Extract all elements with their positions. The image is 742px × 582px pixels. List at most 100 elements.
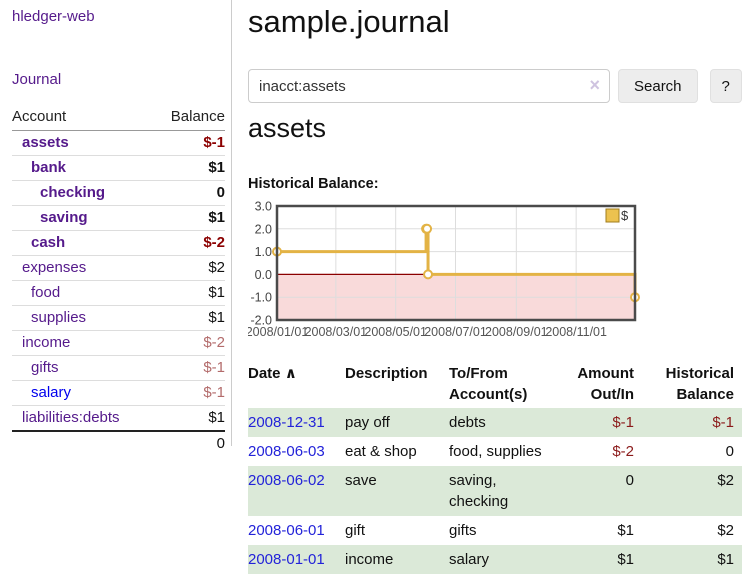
search-input[interactable] bbox=[248, 69, 610, 103]
account-row-checking: checking 0 bbox=[12, 180, 225, 206]
account-balance: $-1 bbox=[153, 380, 225, 406]
account-link-supplies[interactable]: supplies bbox=[31, 309, 87, 326]
transaction-date-link[interactable]: 2008-06-02 bbox=[248, 472, 325, 489]
transaction-description: eat & shop bbox=[345, 443, 417, 460]
account-link-assets[interactable]: assets bbox=[22, 134, 69, 151]
register-row: 2008-01-01 income salary $1 $1 bbox=[248, 545, 742, 574]
account-row-salary: salary $-1 bbox=[12, 380, 225, 406]
account-link-income[interactable]: income bbox=[22, 334, 71, 351]
register-col-amount: Amount Out/In bbox=[577, 365, 634, 403]
transaction-balance: $2 bbox=[717, 472, 734, 489]
account-row-saving: saving $1 bbox=[12, 205, 225, 231]
account-link-bank[interactable]: bank bbox=[31, 159, 67, 176]
account-balance: $-1 bbox=[153, 355, 225, 381]
account-balance: $-2 bbox=[153, 230, 225, 256]
account-balance: $1 bbox=[153, 405, 225, 431]
account-heading: assets bbox=[248, 113, 327, 143]
account-balance: 0 bbox=[153, 180, 225, 206]
svg-text:2008/09/01: 2008/09/01 bbox=[485, 325, 548, 339]
account-link-food[interactable]: food bbox=[31, 284, 61, 301]
search-bar: × Search ? bbox=[248, 69, 742, 103]
transaction-balance: $1 bbox=[717, 551, 734, 568]
transaction-accounts: gifts bbox=[449, 522, 477, 539]
svg-text:2008/03/01: 2008/03/01 bbox=[305, 325, 368, 339]
transaction-date-link[interactable]: 2008-06-01 bbox=[248, 522, 325, 539]
transaction-accounts: debts bbox=[449, 414, 486, 431]
account-balance: $1 bbox=[153, 280, 225, 306]
svg-text:1.0: 1.0 bbox=[255, 245, 272, 259]
search-input-wrap: × bbox=[248, 69, 610, 103]
transaction-date-link[interactable]: 2008-01-01 bbox=[248, 551, 325, 568]
transaction-amount: $1 bbox=[617, 522, 634, 539]
sidebar: hledger-web Journal Account Balance asse… bbox=[0, 0, 232, 456]
page-title: sample.journal bbox=[248, 4, 450, 39]
account-link-gifts[interactable]: gifts bbox=[31, 359, 59, 376]
transaction-balance: $2 bbox=[717, 522, 734, 539]
transaction-accounts: salary bbox=[449, 551, 490, 568]
svg-text:2008/07/01: 2008/07/01 bbox=[424, 325, 487, 339]
account-link-liabilities-debts[interactable]: liabilities:debts bbox=[22, 409, 120, 426]
transaction-balance: 0 bbox=[725, 443, 734, 460]
svg-text:3.0: 3.0 bbox=[255, 200, 272, 214]
account-link-salary[interactable]: salary bbox=[31, 384, 72, 401]
accounts-total-row: 0 bbox=[12, 430, 225, 456]
account-row-cash: cash $-2 bbox=[12, 230, 225, 256]
accounts-col-balance: Balance bbox=[153, 104, 225, 131]
transaction-description: gift bbox=[345, 522, 366, 539]
account-link-cash[interactable]: cash bbox=[31, 234, 66, 251]
svg-text:2008/05/01: 2008/05/01 bbox=[364, 325, 427, 339]
register-row: 2008-06-03 eat & shop food, supplies $-2… bbox=[248, 437, 742, 466]
transaction-description: income bbox=[345, 551, 394, 568]
svg-text:$: $ bbox=[621, 208, 629, 223]
account-link-checking[interactable]: checking bbox=[40, 184, 106, 201]
transaction-accounts: food, supplies bbox=[449, 443, 542, 460]
account-link-saving[interactable]: saving bbox=[40, 209, 88, 226]
account-row-liabilities-debts: liabilities:debts $1 bbox=[12, 405, 225, 431]
register-row: 2008-12-31 pay off debts $-1 $-1 bbox=[248, 408, 742, 437]
register-col-balance: Historical Balance bbox=[665, 365, 734, 403]
account-balance: $1 bbox=[153, 205, 225, 231]
account-balance: $-2 bbox=[153, 330, 225, 356]
transaction-date-link[interactable]: 2008-06-03 bbox=[248, 443, 325, 460]
account-row-food: food $1 bbox=[12, 280, 225, 306]
register-table: Date ∧ Description To/From Account(s) Am… bbox=[248, 361, 742, 574]
search-button[interactable]: Search bbox=[618, 69, 698, 103]
clear-search-icon[interactable]: × bbox=[589, 75, 600, 95]
account-balance: $2 bbox=[153, 255, 225, 281]
account-link-expenses[interactable]: expenses bbox=[22, 259, 87, 276]
transaction-amount: $-2 bbox=[612, 443, 634, 460]
help-button[interactable]: ? bbox=[709, 69, 742, 103]
historical-balance-chart: $3.0 2.0 1.0 0.0 -1.0 -2.02008/01/012008/03/0… bbox=[248, 200, 640, 339]
account-row-expenses: expenses $2 bbox=[12, 255, 225, 281]
account-row-gifts: gifts $-1 bbox=[12, 355, 225, 381]
transaction-description: save bbox=[345, 472, 377, 489]
account-row-supplies: supplies $1 bbox=[12, 305, 225, 331]
svg-text:2.0: 2.0 bbox=[255, 222, 272, 236]
accounts-table: Account Balance assets $-1 bank $1 check… bbox=[12, 104, 225, 456]
sidebar-item-journal[interactable]: Journal bbox=[12, 71, 62, 88]
svg-text:-2.0: -2.0 bbox=[250, 314, 272, 328]
register-row: 2008-06-01 gift gifts $1 $2 bbox=[248, 516, 742, 545]
svg-text:2008/01/01: 2008/01/01 bbox=[248, 325, 308, 339]
sort-asc-icon: ∧ bbox=[284, 365, 297, 382]
account-row-income: income $-2 bbox=[12, 330, 225, 356]
accounts-header-row: Account Balance bbox=[12, 104, 225, 131]
transaction-amount: $-1 bbox=[612, 414, 634, 431]
register-col-description: Description bbox=[345, 365, 428, 382]
register-col-accounts: To/From Account(s) bbox=[449, 365, 528, 403]
transaction-description: pay off bbox=[345, 414, 390, 431]
account-balance: $1 bbox=[153, 155, 225, 181]
transaction-accounts: saving, checking bbox=[449, 472, 509, 510]
transaction-amount: $1 bbox=[617, 551, 634, 568]
register-row: 2008-06-02 save saving, checking 0 $2 bbox=[248, 466, 742, 516]
svg-text:-1.0: -1.0 bbox=[250, 291, 272, 305]
svg-text:2008/11/01: 2008/11/01 bbox=[545, 325, 607, 339]
app-brand-link[interactable]: hledger-web bbox=[12, 8, 95, 25]
accounts-col-account: Account bbox=[12, 104, 154, 131]
account-balance: $-1 bbox=[203, 134, 225, 151]
transaction-date-link[interactable]: 2008-12-31 bbox=[248, 414, 325, 431]
register-col-date[interactable]: Date ∧ bbox=[248, 365, 297, 382]
account-balance: $1 bbox=[153, 305, 225, 331]
svg-text:0.0: 0.0 bbox=[255, 268, 272, 282]
account-row-assets: assets $-1 bbox=[12, 131, 225, 156]
